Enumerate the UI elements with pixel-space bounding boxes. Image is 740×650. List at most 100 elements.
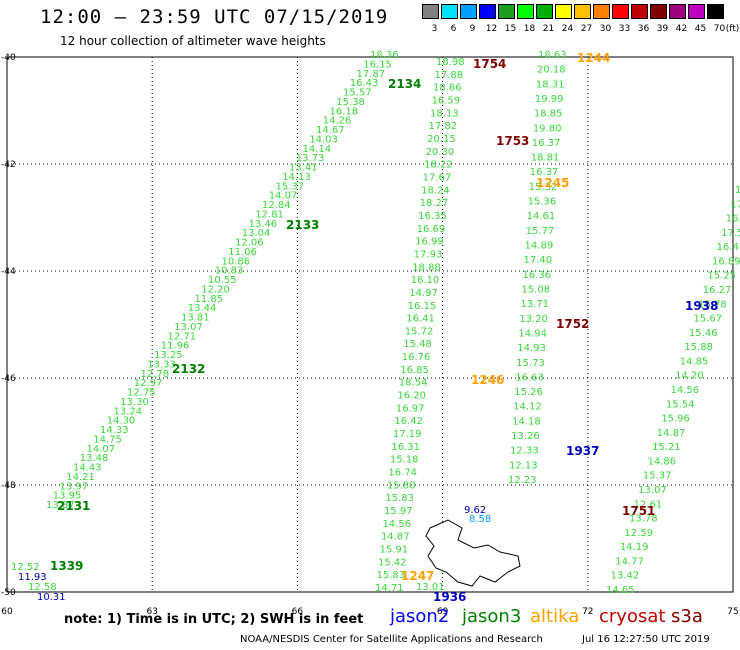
track-value: 14.86 — [647, 456, 676, 467]
credit-text: NOAA/NESDIS Center for Satellite Applica… — [240, 634, 543, 645]
time-label: 2134 — [388, 77, 421, 91]
track-value: 19.80 — [533, 123, 562, 134]
track-value: 18.81 — [531, 153, 560, 164]
scale-label: 9 — [469, 24, 476, 34]
scale-swatch — [517, 4, 534, 19]
scale-label: 3 — [431, 24, 438, 34]
track-value: 16.74 — [388, 468, 417, 479]
time-label: 1245 — [536, 176, 569, 190]
track-value: 13.30 — [120, 397, 149, 408]
track-value: 15.48 — [403, 339, 432, 350]
track-value: 11.93 — [18, 572, 47, 583]
scale-label: 30 — [599, 24, 612, 34]
track-value: 16.36 — [522, 270, 551, 281]
x-tick-label: 69 — [437, 607, 449, 617]
track-value: 18.98 — [436, 57, 465, 68]
scale-label: 70 — [713, 24, 726, 34]
time-label: 2132 — [172, 362, 205, 376]
x-tick-label: 66 — [292, 607, 304, 617]
track-value: 15.37 — [276, 181, 305, 192]
track-value: 17.53 — [721, 228, 740, 239]
time-label: 1247 — [401, 569, 434, 583]
legend-altika: altika — [530, 606, 580, 627]
track-value: 13.04 — [242, 228, 271, 239]
track-value: 13.42 — [611, 571, 640, 582]
track-value: 13.44 — [188, 303, 217, 314]
scale-label: 15 — [504, 24, 517, 34]
track-value: 13.07 — [638, 485, 667, 496]
track-value: 12.61 — [634, 499, 663, 510]
track-value: 12.58 — [28, 582, 57, 593]
track-value: 10.83 — [215, 266, 244, 277]
time-label: 1936 — [433, 590, 466, 604]
track-value: 14.85 — [680, 356, 709, 367]
track-value: 15.83 — [376, 570, 405, 581]
track-value: 18.54 — [399, 378, 428, 389]
track-value: 11.06 — [228, 247, 257, 258]
track-value: 13.71 — [520, 299, 549, 310]
track-value: 12.06 — [235, 238, 264, 249]
track-value: 16.18 — [330, 106, 359, 117]
legend-s3a: s3a — [671, 606, 703, 627]
scale-label: 18 — [523, 24, 536, 34]
scale-label: (ft) — [725, 24, 740, 34]
track-value: 16.63 — [515, 372, 544, 383]
timestamp-text: Jul 16 12:27:50 UTC 2019 — [582, 634, 710, 645]
scale-label: 33 — [618, 24, 631, 34]
map-frame — [6, 56, 734, 593]
scale-swatch — [650, 4, 667, 19]
track-value: 13.81 — [181, 313, 210, 324]
track-value: 15.57 — [343, 88, 372, 99]
track-value: 17.93 — [414, 249, 443, 260]
time-label: 1339 — [50, 559, 83, 573]
y-tick-label: -42 — [1, 160, 16, 170]
track-value: 18.85 — [534, 109, 563, 120]
footer-note: note: 1) Time is in UTC; 2) SWH is in fe… — [64, 612, 364, 627]
track-value: 15.91 — [379, 545, 408, 556]
scale-swatch — [612, 4, 629, 19]
scale-label: 42 — [675, 24, 688, 34]
track-value: 14.03 — [309, 134, 338, 145]
track-value: 15.83 — [385, 493, 414, 504]
track-value: 20.15 — [427, 134, 456, 145]
track-value: 12.20 — [201, 284, 230, 295]
track-value: 14.87 — [657, 428, 686, 439]
track-value: 13.41 — [289, 163, 318, 174]
track-value: 15.67 — [694, 314, 723, 325]
track-value: 12.59 — [624, 528, 653, 539]
track-value: 16.85 — [400, 365, 429, 376]
track-value: 16.20 — [397, 391, 426, 402]
y-tick-label: -48 — [1, 481, 16, 491]
track-value: 16.69 — [417, 224, 446, 235]
track-value: 18.22 — [424, 160, 453, 171]
track-value: 15.77 — [526, 226, 555, 237]
track-value: 12.81 — [255, 209, 284, 220]
scale-label: 39 — [656, 24, 669, 34]
track-value: 18.66 — [433, 83, 462, 94]
track-value: 14.21 — [66, 472, 95, 483]
scale-label: 21 — [542, 24, 555, 34]
track-value: 15.78 — [698, 299, 727, 310]
track-value: 11.85 — [195, 294, 224, 305]
track-value: 15.72 — [405, 326, 434, 337]
track-value: 13.48 — [80, 453, 109, 464]
track-value: 16.89 — [712, 256, 740, 267]
scale-swatch — [631, 4, 648, 19]
track-value: 17.80 — [735, 185, 740, 196]
scale-swatch — [441, 4, 458, 19]
y-tick-label: -40 — [1, 53, 16, 63]
scale-label: 36 — [637, 24, 650, 34]
track-value: 14.07 — [269, 191, 298, 202]
track-value: 14.56 — [671, 385, 700, 396]
track-value: 17.40 — [524, 255, 553, 266]
y-tick-label: -46 — [1, 374, 16, 384]
scale-label: 24 — [561, 24, 574, 34]
track-value: 18.27 — [420, 198, 449, 209]
legend-jason2: jason2 — [390, 606, 450, 627]
track-value: 18.13 — [430, 108, 459, 119]
track-value: 16.99 — [415, 237, 444, 248]
track-value: 18.31 — [536, 79, 565, 90]
track-value: 13.25 — [154, 350, 183, 361]
track-value: 17.82 — [429, 121, 458, 132]
